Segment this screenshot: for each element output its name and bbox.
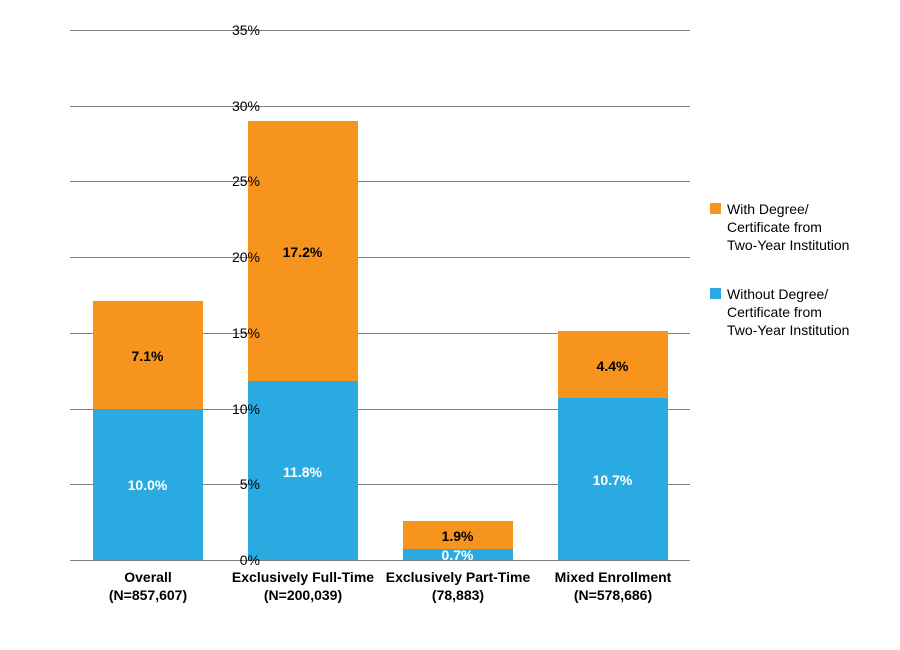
y-tick-label: 0%: [210, 552, 260, 568]
legend-label: Without Degree/ Certificate from Two-Yea…: [727, 285, 849, 340]
y-tick-label: 20%: [210, 249, 260, 265]
x-tick-label: Overall(N=857,607): [71, 568, 226, 604]
grid-line: [70, 560, 690, 561]
legend-swatch: [710, 288, 721, 299]
bar-chart: 10.0% 7.1% 11.8% 17.2% 0.7% 1.9% 10.7% 4.4% Wit…: [10, 10, 890, 640]
bar-group: 10.7% 4.4%: [558, 30, 668, 560]
y-tick-label: 10%: [210, 401, 260, 417]
y-tick-label: 35%: [210, 22, 260, 38]
bar-value-label: 11.8%: [248, 464, 358, 480]
legend-swatch: [710, 203, 721, 214]
x-tick-label: Exclusively Full-Time(N=200,039): [226, 568, 381, 604]
bar-value-label: 1.9%: [403, 528, 513, 544]
y-tick-label: 25%: [210, 173, 260, 189]
x-tick-label: Exclusively Part-Time(78,883): [381, 568, 536, 604]
bar-group: 11.8% 17.2%: [248, 30, 358, 560]
legend-item-without-degree: Without Degree/ Certificate from Two-Yea…: [710, 285, 890, 340]
bar-group: 10.0% 7.1%: [93, 30, 203, 560]
y-tick-label: 5%: [210, 476, 260, 492]
plot-area: 10.0% 7.1% 11.8% 17.2% 0.7% 1.9% 10.7% 4.4%: [70, 30, 690, 560]
bar-value-label: 0.7%: [403, 547, 513, 563]
x-tick-label: Mixed Enrollment(N=578,686): [536, 568, 691, 604]
bar-value-label: 10.0%: [93, 477, 203, 493]
bar-value-label: 4.4%: [558, 358, 668, 374]
y-tick-label: 15%: [210, 325, 260, 341]
legend-item-with-degree: With Degree/ Certificate from Two-Year I…: [710, 200, 890, 255]
bar-value-label: 7.1%: [93, 348, 203, 364]
legend: With Degree/ Certificate from Two-Year I…: [710, 200, 890, 369]
y-tick-label: 30%: [210, 98, 260, 114]
legend-label: With Degree/ Certificate from Two-Year I…: [727, 200, 849, 255]
bar-value-label: 17.2%: [248, 244, 358, 260]
bar-group: 0.7% 1.9%: [403, 30, 513, 560]
bar-value-label: 10.7%: [558, 472, 668, 488]
